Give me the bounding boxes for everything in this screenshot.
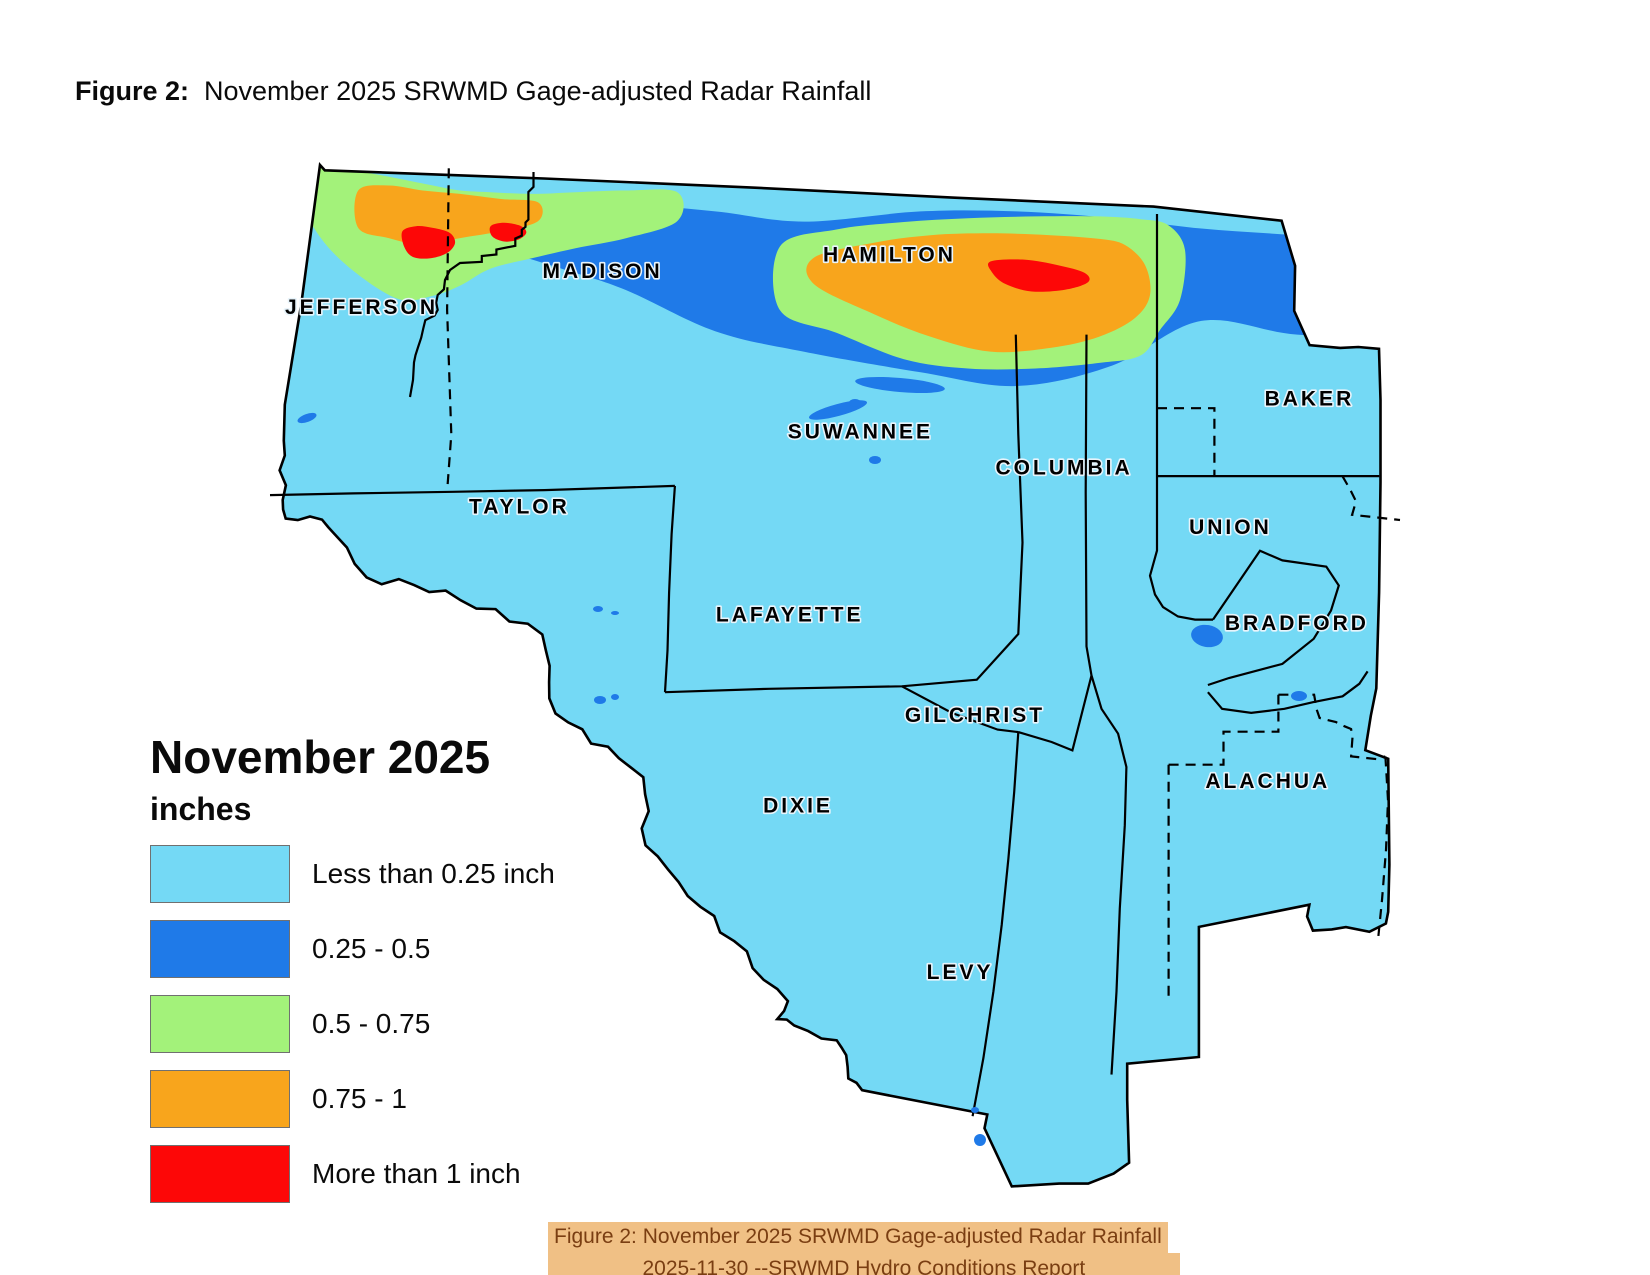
svg-text:JEFFERSON: JEFFERSON <box>285 296 438 319</box>
svg-text:COLUMBIA: COLUMBIA <box>996 456 1133 479</box>
svg-text:BAKER: BAKER <box>1265 387 1355 410</box>
svg-text:HAMILTON: HAMILTON <box>823 243 956 266</box>
svg-text:ALACHUA: ALACHUA <box>1205 770 1330 793</box>
svg-text:LAFAYETTE: LAFAYETTE <box>716 604 864 627</box>
svg-text:DIXIE: DIXIE <box>763 795 833 818</box>
svg-text:GILCHRIST: GILCHRIST <box>905 704 1045 727</box>
svg-text:LEVY: LEVY <box>927 961 994 984</box>
svg-text:SUWANNEE: SUWANNEE <box>788 421 933 444</box>
svg-text:UNION: UNION <box>1189 516 1272 539</box>
svg-text:BRADFORD: BRADFORD <box>1225 612 1369 635</box>
svg-text:MADISON: MADISON <box>543 260 663 283</box>
svg-text:TAYLOR: TAYLOR <box>469 495 570 518</box>
